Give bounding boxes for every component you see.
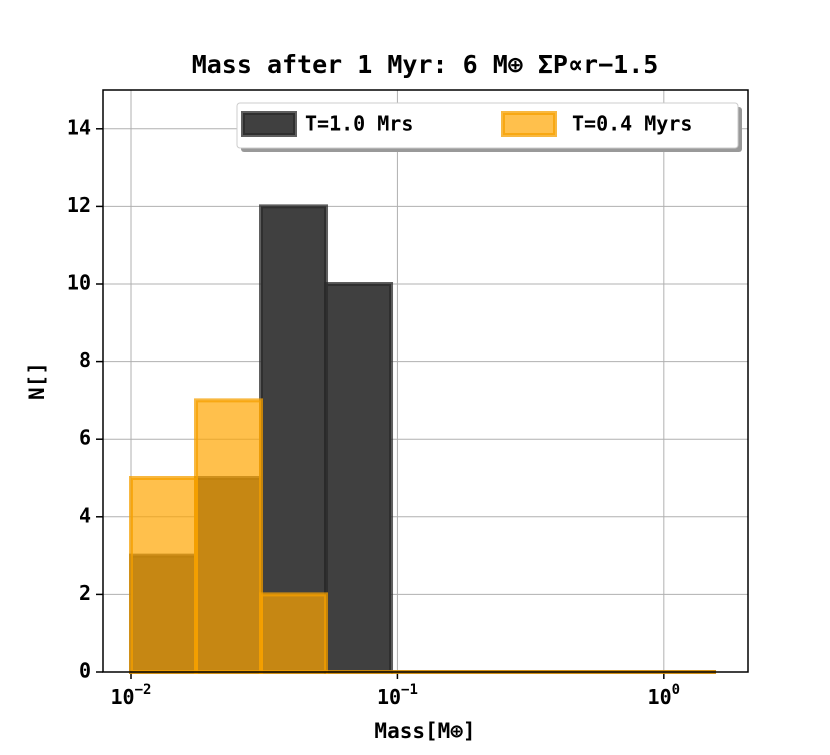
y-tick-label: 2 [79, 581, 91, 605]
y-tick-label: 14 [67, 115, 91, 139]
x-tick-label: 100 [648, 682, 681, 709]
x-axis-label: Mass[M⊕] [374, 719, 475, 743]
y-tick-label: 6 [79, 426, 91, 450]
x-tick-label: 10−2 [111, 682, 152, 709]
y-tick-label: 4 [79, 503, 91, 527]
legend-label: T=1.0 Mrs [305, 112, 413, 136]
x-tick-label: 10−1 [377, 682, 418, 709]
y-tick-label: 0 [79, 659, 91, 683]
bar [129, 476, 199, 674]
y-axis-label: N[] [25, 362, 49, 400]
chart-title: Mass after 1 Myr: 6 M⊕ ΣP∝r−1.5 [192, 50, 659, 79]
y-tick-label: 8 [79, 348, 91, 372]
bar [259, 592, 329, 674]
y-tick-label: 10 [67, 271, 91, 295]
bar [324, 282, 394, 674]
plot-frame [102, 89, 749, 673]
bar [194, 398, 264, 674]
legend-label: T=0.4 Myrs [572, 112, 692, 136]
legend-box [236, 102, 739, 149]
legend-swatch [501, 111, 557, 137]
y-tick-label: 12 [67, 193, 91, 217]
legend-swatch [241, 111, 297, 137]
